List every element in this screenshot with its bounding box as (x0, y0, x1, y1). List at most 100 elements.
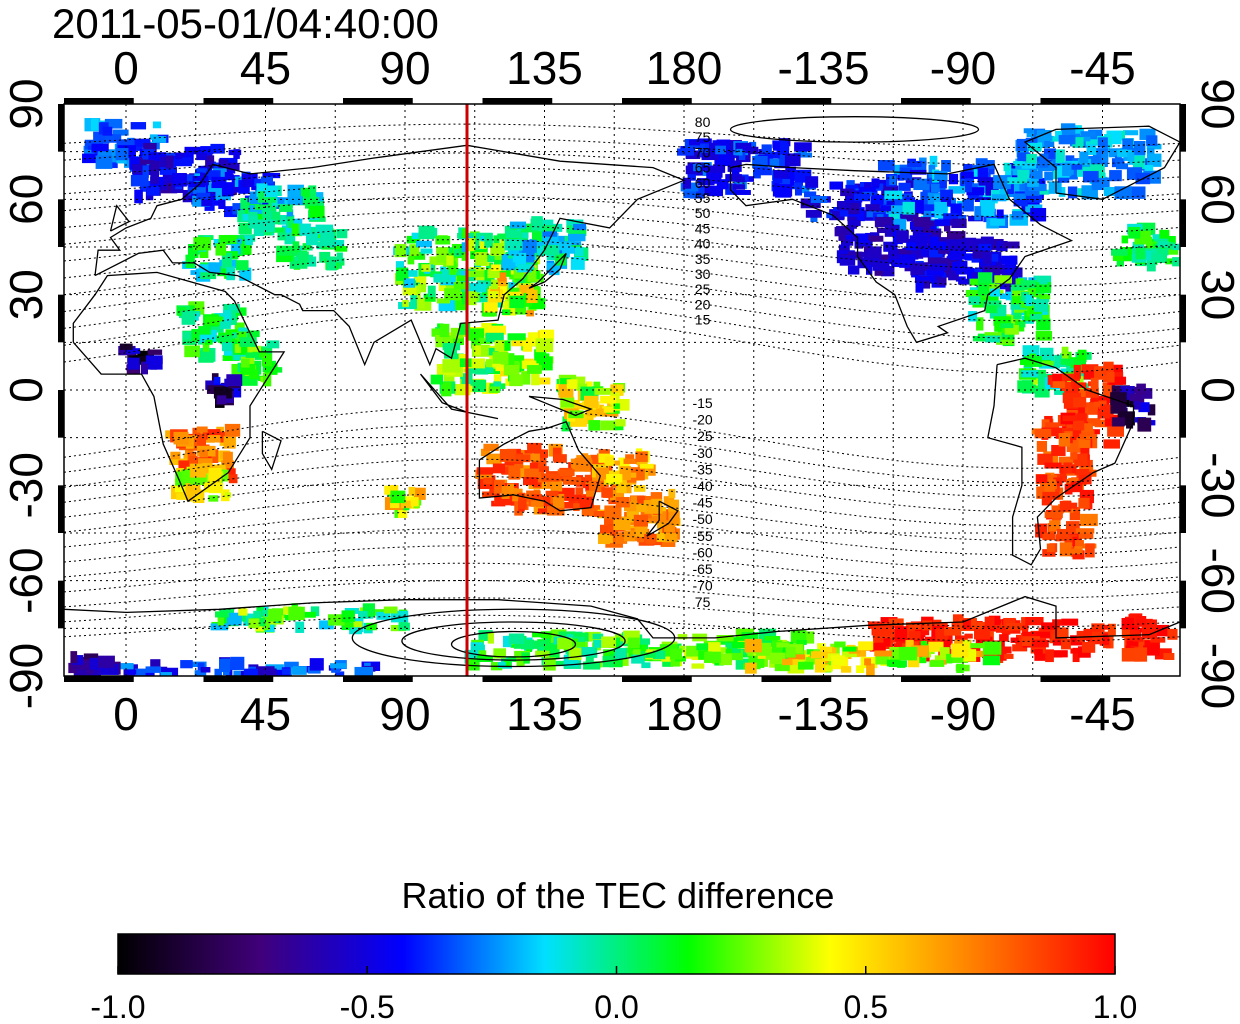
contour-label: -30 (692, 445, 712, 461)
contour-label: 25 (695, 281, 711, 297)
tec-data-cell (1060, 373, 1068, 384)
tec-data-cell (153, 135, 167, 143)
tec-data-cell (735, 142, 752, 154)
tec-data-cell (784, 153, 801, 167)
tec-data-cell (969, 643, 985, 649)
lat-tick-label-left: 90 (0, 78, 52, 129)
tec-data-cell (728, 637, 743, 644)
coastline (1023, 125, 1180, 200)
tec-data-cell (68, 662, 77, 674)
tec-data-cell (967, 267, 975, 283)
tec-data-cell (248, 215, 258, 229)
tec-data-cell (1041, 496, 1052, 506)
tec-data-cell (1025, 616, 1044, 626)
tec-data-cell (276, 669, 284, 676)
auroral-oval (450, 630, 577, 658)
tec-data-cell (295, 621, 305, 633)
tec-data-cell (482, 491, 501, 498)
tec-data-cell (557, 637, 573, 650)
tec-data-cell (454, 384, 471, 396)
tec-data-cell (471, 344, 491, 357)
tec-data-cell (344, 622, 354, 628)
tec-data-cell (1044, 171, 1054, 181)
tec-data-cell (1061, 638, 1071, 650)
tec-data-cell (683, 186, 697, 199)
tec-data-cell (983, 300, 1002, 308)
tec-data-cell (508, 250, 520, 256)
magnetic-contour (64, 441, 1180, 498)
tec-data-cell (831, 655, 846, 666)
tec-data-cell (1080, 513, 1098, 527)
tec-data-cell (769, 158, 780, 167)
tec-data-cell (963, 183, 981, 191)
tec-data-cell (524, 252, 535, 263)
tec-data-cell (335, 671, 345, 676)
tec-data-cell (864, 182, 872, 189)
tec-data-cell (485, 359, 497, 368)
tec-data-cell (160, 672, 172, 676)
tec-data-cell (266, 340, 280, 349)
tec-data-cell (507, 656, 517, 662)
tec-data-cell (879, 254, 891, 261)
tec-data-cell (635, 451, 648, 462)
tec-data-cell (787, 654, 806, 660)
tec-data-cell (872, 259, 890, 271)
tec-data-cell (212, 450, 228, 463)
tec-data-cell (864, 658, 872, 666)
tec-data-cell (570, 376, 586, 386)
tec-data-cell (1111, 248, 1128, 256)
contour-label: -35 (692, 461, 712, 477)
tec-data-cell (198, 264, 214, 273)
tec-data-cell (242, 214, 254, 221)
tec-data-cell (538, 357, 547, 366)
tec-data-cell (840, 188, 854, 197)
tec-data-cell (214, 611, 230, 618)
tec-data-cell (1048, 181, 1062, 194)
magnetic-contour (64, 239, 1180, 287)
tec-data-cell (1073, 397, 1087, 408)
tec-data-cell (951, 218, 967, 229)
tec-data-cell (575, 246, 584, 256)
tec-data-cell (1011, 171, 1022, 181)
tec-data-cell (406, 235, 421, 244)
tec-data-cell (585, 381, 593, 388)
contour-label: 75 (695, 129, 711, 145)
tec-data-cell (865, 204, 880, 215)
tec-data-cell (1138, 639, 1150, 648)
tec-data-cell (358, 611, 368, 619)
tec-data-cell (1123, 250, 1132, 262)
tec-data-cell (245, 352, 260, 358)
tec-data-cell (253, 610, 262, 620)
lat-tick-label-right: 0 (1192, 377, 1240, 403)
tec-data-cell (538, 466, 549, 472)
frame-bar-segment (64, 676, 134, 682)
tec-data-cell (507, 282, 515, 292)
tec-data-cell (946, 197, 956, 207)
tec-data-cell (875, 183, 884, 191)
tec-data-cell (909, 235, 928, 247)
tec-data-cell (663, 520, 676, 533)
tec-data-cell (467, 358, 486, 369)
tec-data-cell (134, 668, 146, 676)
tec-data-cell (134, 189, 143, 204)
tec-data-cell (890, 218, 907, 231)
colorbar-tick-label: 0.5 (844, 989, 888, 1024)
magnetic-contour (64, 296, 1180, 357)
tec-data-cell (208, 262, 221, 273)
tec-data-cell (647, 512, 664, 523)
tec-data-cell (1031, 639, 1049, 648)
magnetic-contour (64, 493, 1180, 541)
tec-data-cell (487, 268, 500, 279)
tec-data-cell (218, 235, 237, 244)
tec-data-cell (1038, 360, 1054, 366)
tec-data-cell (247, 345, 262, 357)
tec-data-cell (143, 165, 157, 176)
tec-data-cell (662, 656, 674, 667)
tec-data-cell (178, 460, 194, 472)
tec-data-cell (1023, 128, 1034, 134)
tec-data-cell (617, 637, 629, 646)
tec-data-cell (615, 532, 628, 544)
tec-data-cell (996, 339, 1015, 345)
tec-data-cell (194, 670, 207, 676)
tec-data-cell (785, 646, 796, 658)
